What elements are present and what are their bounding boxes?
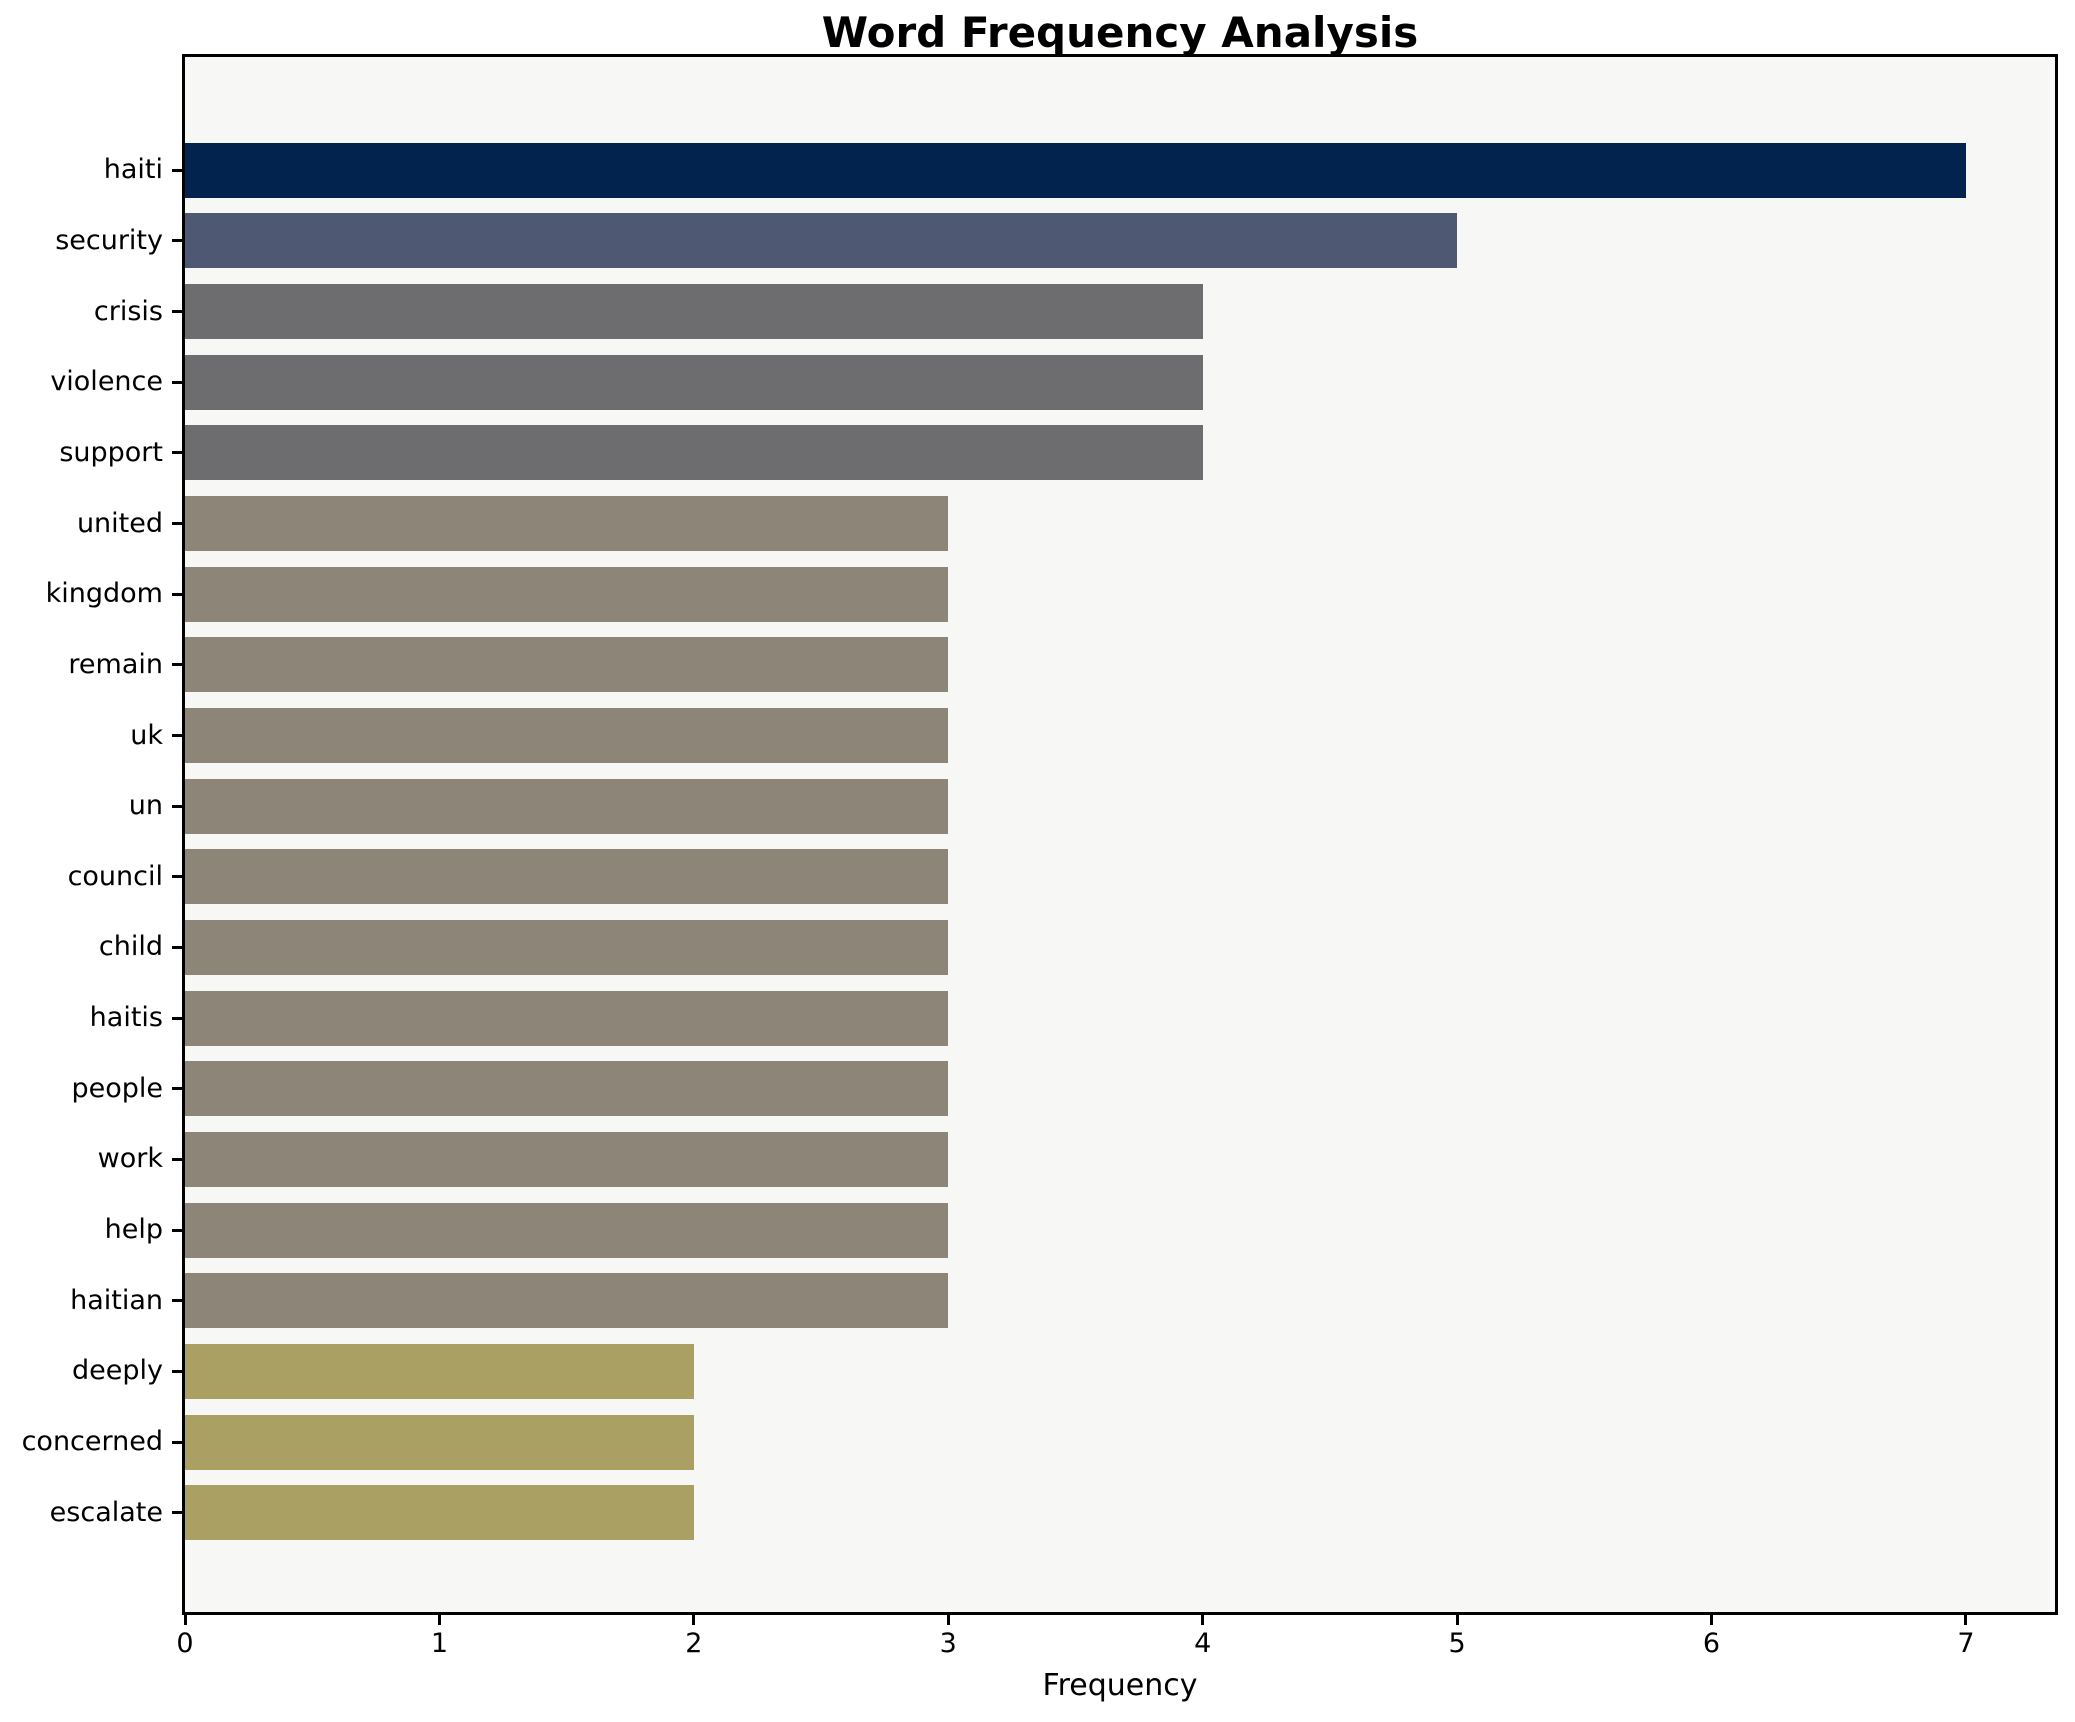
y-tick-mark	[172, 1369, 185, 1373]
y-tick-mark	[172, 239, 185, 243]
y-tick-mark	[172, 451, 185, 455]
bar-crisis	[185, 284, 1203, 340]
y-tick-label-violence: violence	[50, 366, 163, 398]
plot-area	[185, 57, 2055, 1612]
x-tick-label-5: 5	[1448, 1628, 1466, 1659]
y-tick-label-kingdom: kingdom	[45, 578, 163, 610]
bar-kingdom	[185, 566, 949, 622]
bar-support	[185, 425, 1203, 481]
y-tick-label-crisis: crisis	[93, 295, 163, 327]
bar-un	[185, 778, 949, 834]
bar-child	[185, 919, 949, 975]
y-tick-label-work: work	[97, 1143, 163, 1175]
y-tick-label-remain: remain	[68, 648, 163, 680]
y-tick-mark	[172, 945, 185, 949]
x-tick-mark	[1964, 1612, 1968, 1625]
y-tick-label-escalate: escalate	[49, 1496, 163, 1528]
bar-people	[185, 1061, 949, 1117]
y-tick-label-child: child	[98, 931, 163, 963]
bar-deeply	[185, 1343, 694, 1399]
x-tick-label-0: 0	[176, 1628, 194, 1659]
bar-concerned	[185, 1414, 694, 1470]
y-tick-mark	[172, 1299, 185, 1303]
y-tick-label-deeply: deeply	[72, 1355, 163, 1387]
y-tick-label-haitian: haitian	[70, 1284, 163, 1316]
y-tick-label-security: security	[55, 224, 163, 256]
chart-title: Word Frequency Analysis	[821, 8, 1419, 57]
y-tick-mark	[172, 734, 185, 738]
y-tick-label-haitis: haitis	[89, 1002, 163, 1034]
x-tick-label-4: 4	[1194, 1628, 1212, 1659]
bar-haiti	[185, 142, 1966, 198]
bar-violence	[185, 354, 1203, 410]
bar-uk	[185, 708, 949, 764]
y-tick-mark	[172, 168, 185, 172]
y-tick-mark	[172, 380, 185, 384]
y-tick-label-people: people	[71, 1072, 163, 1104]
x-tick-mark	[946, 1612, 950, 1625]
bar-security	[185, 213, 1458, 269]
y-tick-label-uk: uk	[130, 719, 163, 751]
y-tick-mark	[172, 1087, 185, 1091]
y-tick-label-help: help	[104, 1214, 163, 1246]
bar-help	[185, 1202, 949, 1258]
y-tick-mark	[172, 522, 185, 526]
bar-haitian	[185, 1273, 949, 1329]
y-tick-mark	[172, 875, 185, 879]
bar-remain	[185, 637, 949, 693]
x-tick-mark	[183, 1612, 187, 1625]
x-tick-label-1: 1	[430, 1628, 448, 1659]
y-tick-mark	[172, 1228, 185, 1232]
y-tick-label-haiti: haiti	[103, 154, 163, 186]
y-tick-mark	[172, 804, 185, 808]
x-tick-label-2: 2	[685, 1628, 703, 1659]
y-tick-mark	[172, 310, 185, 314]
y-tick-label-united: united	[76, 507, 163, 539]
y-tick-label-concerned: concerned	[21, 1426, 163, 1458]
bar-council	[185, 849, 949, 905]
y-tick-mark	[172, 1511, 185, 1515]
y-tick-mark	[172, 592, 185, 596]
y-tick-mark	[172, 1440, 185, 1444]
bar-work	[185, 1131, 949, 1187]
x-tick-mark	[692, 1612, 696, 1625]
y-tick-label-un: un	[128, 790, 163, 822]
x-tick-label-6: 6	[1702, 1628, 1721, 1659]
x-tick-mark	[1201, 1612, 1205, 1625]
x-tick-mark	[1710, 1612, 1714, 1625]
x-axis-title: Frequency	[1042, 1668, 1198, 1703]
y-tick-mark	[172, 663, 185, 667]
x-tick-label-7: 7	[1957, 1628, 1975, 1659]
y-tick-mark	[172, 1157, 185, 1161]
bar-escalate	[185, 1485, 694, 1541]
bar-haitis	[185, 990, 949, 1046]
y-tick-label-support: support	[59, 436, 163, 468]
bar-united	[185, 496, 949, 552]
y-tick-label-council: council	[67, 860, 163, 892]
x-tick-mark	[1455, 1612, 1459, 1625]
x-tick-label-3: 3	[939, 1628, 957, 1659]
y-tick-mark	[172, 1016, 185, 1020]
x-tick-mark	[437, 1612, 441, 1625]
